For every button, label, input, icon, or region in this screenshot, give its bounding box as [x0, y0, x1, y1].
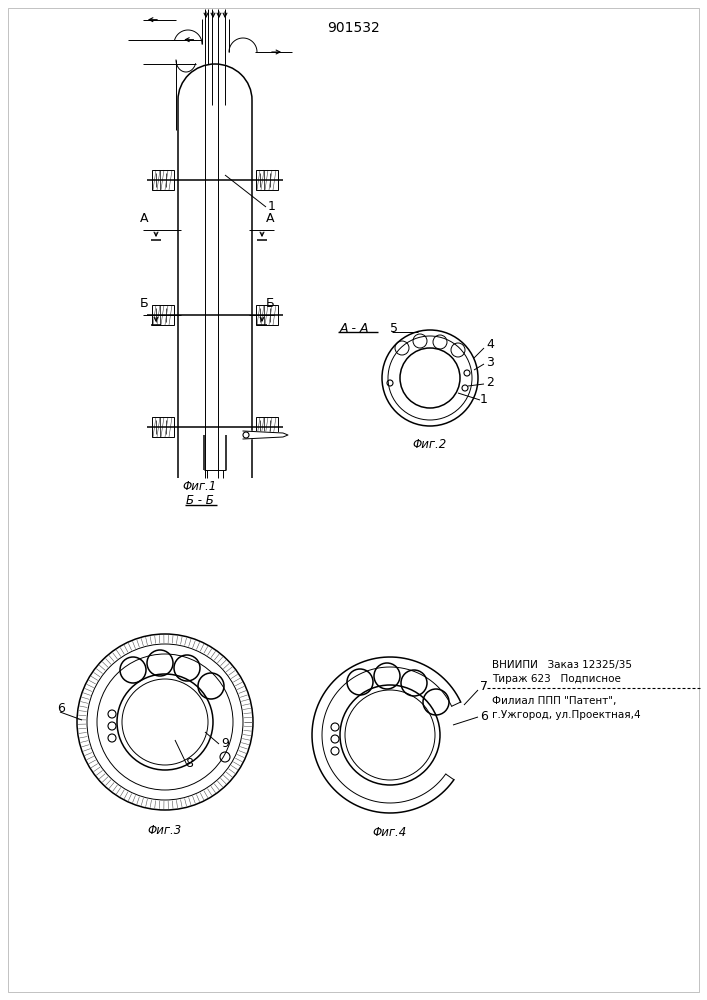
- Text: ВНИИПИ   Заказ 12325/35: ВНИИПИ Заказ 12325/35: [492, 660, 632, 670]
- Text: 4: 4: [486, 338, 494, 351]
- Text: А: А: [266, 212, 274, 225]
- Text: Б: Б: [266, 297, 274, 310]
- Text: 7: 7: [480, 680, 488, 693]
- Bar: [152, 305, 174, 325]
- Text: Φиг.1: Φиг.1: [183, 481, 217, 493]
- Text: г.Ужгород, ул.Проектная,4: г.Ужгород, ул.Проектная,4: [492, 710, 641, 720]
- Text: А: А: [140, 212, 148, 225]
- Polygon shape: [243, 431, 288, 439]
- Text: 1: 1: [268, 200, 276, 214]
- Bar: [256, 170, 278, 190]
- Bar: [256, 305, 278, 325]
- Text: 1: 1: [480, 393, 488, 406]
- Text: 6: 6: [480, 710, 488, 723]
- Bar: [256, 417, 278, 437]
- Text: Φиг.3: Φиг.3: [148, 824, 182, 836]
- Bar: [152, 170, 174, 190]
- Text: 2: 2: [486, 376, 494, 389]
- Text: 5: 5: [390, 322, 398, 334]
- Bar: [152, 417, 174, 437]
- Text: А - А: А - А: [340, 322, 370, 334]
- Text: Б - Б: Б - Б: [186, 493, 214, 506]
- Text: Б: Б: [140, 297, 148, 310]
- Text: Φиг.4: Φиг.4: [373, 826, 407, 840]
- Text: 9: 9: [221, 737, 229, 750]
- Text: Филиал ППП "Патент",: Филиал ППП "Патент",: [492, 696, 617, 706]
- Text: Тираж 623   Подписное: Тираж 623 Подписное: [492, 674, 621, 684]
- Text: Φиг.2: Φиг.2: [413, 438, 447, 450]
- Text: 3: 3: [486, 356, 494, 369]
- Text: 6: 6: [57, 702, 65, 715]
- Text: 901532: 901532: [327, 21, 380, 35]
- Text: 8: 8: [185, 757, 193, 770]
